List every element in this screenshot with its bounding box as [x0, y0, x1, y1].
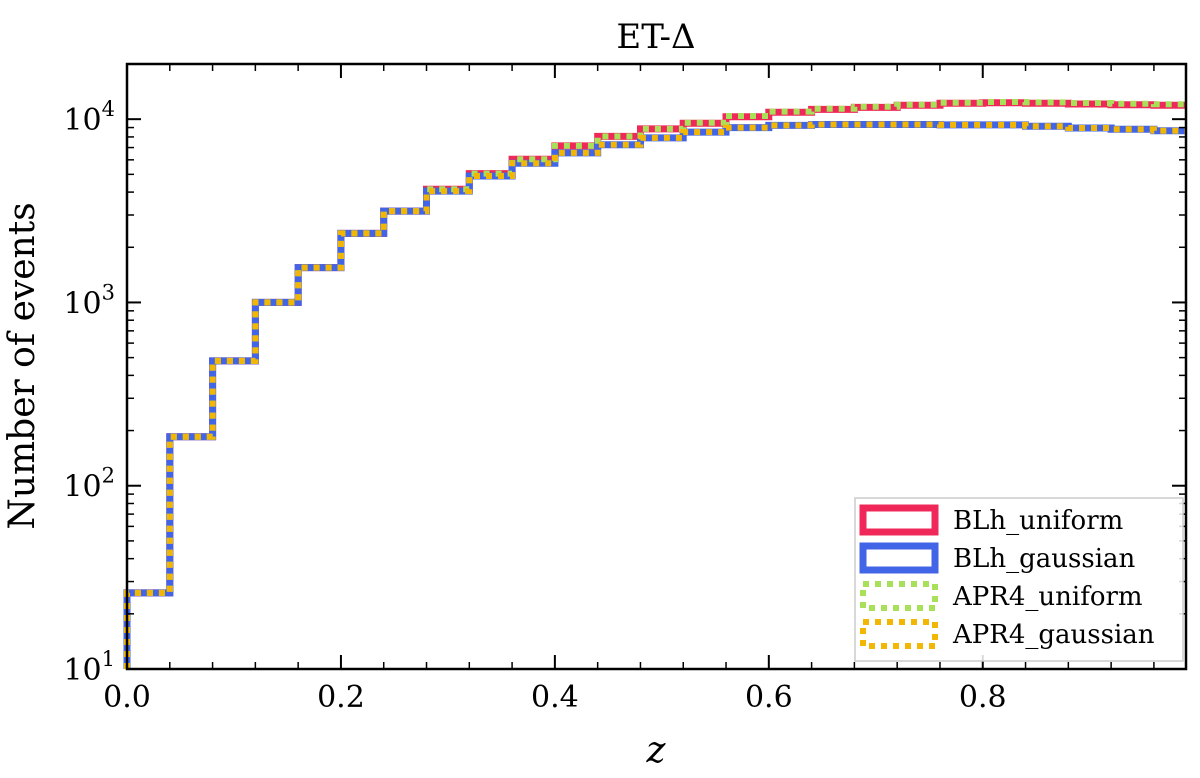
legend-frame [854, 497, 1184, 662]
series-layer [123, 99, 1186, 669]
x-tick-label: 0.6 [745, 680, 793, 715]
y-tick-label: 102 [63, 464, 115, 505]
legend-label: APR4_uniform [952, 582, 1143, 612]
legend-label: APR4_gaussian [952, 620, 1155, 650]
chart-title: ET-Δ [616, 17, 695, 57]
legend-swatch [859, 504, 939, 536]
series-apr4-gaussian [124, 121, 1186, 669]
legend-entry: BLh_gaussian [859, 542, 1136, 574]
legend-swatch [860, 619, 938, 649]
x-tick-label: 0.2 [317, 680, 365, 715]
x-tick-label: 0.0 [103, 680, 151, 715]
legend-swatch [859, 542, 939, 574]
legend-label: BLh_gaussian [953, 544, 1136, 574]
legend-swatch [860, 581, 938, 611]
legend-entry: APR4_gaussian [860, 619, 1155, 650]
x-tick-label: 0.4 [531, 680, 579, 715]
x-tick-label: 0.8 [959, 680, 1007, 715]
y-axis-label: Number of events [2, 202, 43, 529]
y-tick-label: 104 [63, 97, 115, 138]
y-tick-label: 103 [63, 280, 115, 321]
legend-label: BLh_uniform [953, 506, 1123, 536]
legend: BLh_uniform BLh_gaussian APR4_uniform APR4_… [854, 497, 1184, 662]
legend-entry: APR4_uniform [860, 581, 1143, 612]
legend-entry: BLh_uniform [859, 504, 1123, 536]
x-axis-label: z [646, 730, 667, 771]
series-line [124, 121, 1186, 669]
plot-frame [125, 62, 1188, 671]
